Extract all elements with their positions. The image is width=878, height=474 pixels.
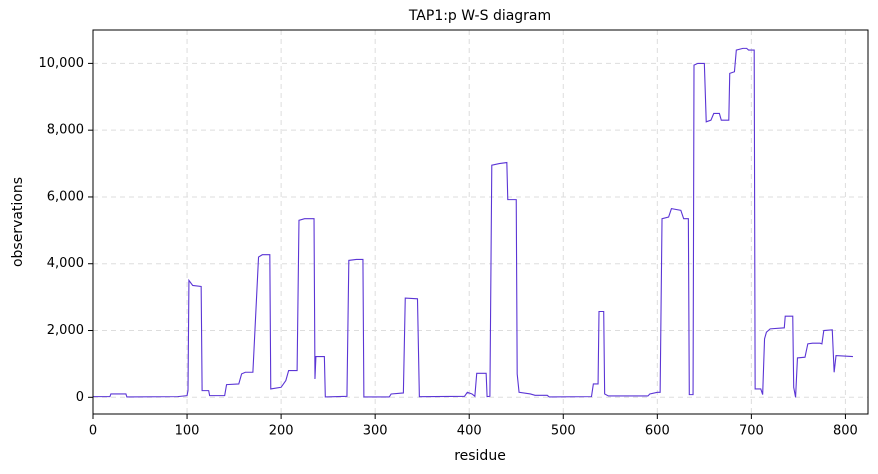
y-tick-label: 10,000 <box>39 56 85 71</box>
x-axis-label: residue <box>454 448 506 464</box>
x-tick-label: 700 <box>739 424 764 439</box>
y-tick-label: 6,000 <box>47 189 84 204</box>
x-tick-label: 500 <box>551 424 576 439</box>
x-tick-label: 600 <box>645 424 670 439</box>
x-tick-label: 800 <box>833 424 858 439</box>
x-tick-label: 200 <box>269 424 294 439</box>
chart-title: TAP1:p W-S diagram <box>408 8 551 24</box>
y-tick-label: 4,000 <box>47 256 84 271</box>
x-tick-label: 100 <box>175 424 200 439</box>
y-axis-label: observations <box>10 177 26 267</box>
x-tick-label: 0 <box>89 424 97 439</box>
y-tick-label: 8,000 <box>47 123 84 138</box>
x-tick-label: 400 <box>457 424 482 439</box>
data-line <box>93 47 853 398</box>
y-tick-label: 0 <box>76 390 84 405</box>
plot-frame <box>92 29 869 415</box>
x-tick-label: 300 <box>363 424 388 439</box>
y-tick-label: 2,000 <box>47 323 84 338</box>
